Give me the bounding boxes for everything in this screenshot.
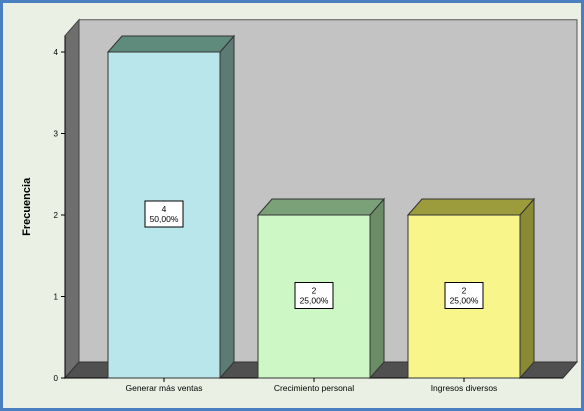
y-axis-title: Frecuencia (21, 177, 33, 236)
bar-side (369, 197, 385, 380)
data-label-count: 2 (462, 286, 467, 296)
data-label-box (144, 200, 184, 228)
data-label-percent: 25,00% (450, 296, 479, 306)
y-tick-label: 0 (54, 374, 59, 383)
bar-top (406, 198, 536, 216)
x-category-label: Ingresos diversos (431, 383, 498, 393)
data-label-percent: 50,00% (150, 214, 179, 224)
y-tick-label: 3 (54, 130, 59, 139)
x-category-label: Crecimiento personal (274, 383, 354, 393)
bar-top (256, 198, 386, 216)
bar-side (519, 197, 535, 380)
y-tick-label: 4 (54, 48, 59, 57)
data-label-box (294, 282, 334, 309)
bar-top (106, 35, 236, 53)
x-category-label: Generar más ventas (125, 383, 202, 393)
data-label-percent: 25,00% (300, 296, 329, 306)
plot-left-wall (64, 18, 80, 380)
y-tick-label: 1 (54, 293, 59, 302)
bar-side (219, 34, 235, 380)
y-tick-label: 2 (54, 211, 59, 220)
data-label-box (444, 282, 484, 309)
data-label-count: 2 (312, 286, 317, 296)
data-label-count: 4 (162, 204, 167, 214)
